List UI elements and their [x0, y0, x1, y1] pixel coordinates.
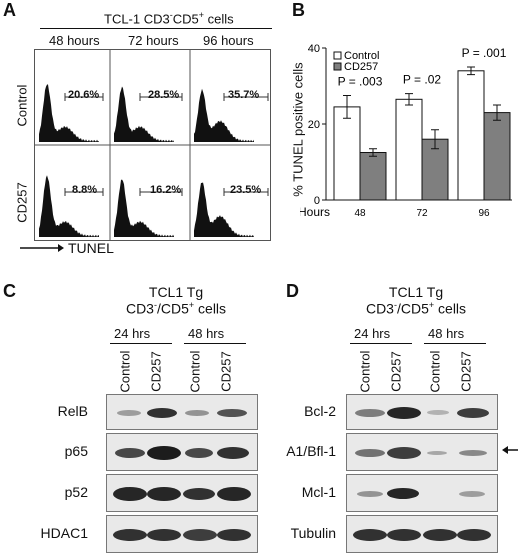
panel-a-title-rule [40, 28, 272, 29]
panel-d-title: TCL1 Tg [388, 284, 444, 300]
flow-histogram [39, 175, 99, 237]
blot-label-mcl1: Mcl-1 [301, 484, 336, 500]
p-value-annotation: P = .02 [403, 73, 441, 87]
panel-d-lane-1: Control [357, 350, 373, 393]
blot-label-hdac1: HDAC1 [40, 525, 88, 541]
error-bar [405, 93, 413, 106]
x-tick-label: 72 [416, 208, 428, 219]
col-label-72: 72 hours [128, 33, 179, 48]
blot-bcl2 [346, 394, 498, 430]
tunel-gate-marker [64, 93, 104, 101]
flow-histograms [35, 50, 271, 240]
panel-d-time-48: 48 hrs [428, 326, 465, 341]
panel-d-lane-4: CD257 [458, 351, 474, 392]
y-tick-label: 0 [314, 195, 320, 207]
blot-label-tubulin: Tubulin [290, 525, 336, 541]
x-axis-label: Hours [300, 205, 330, 219]
panel-d-time-24: 24 hrs [354, 326, 391, 341]
error-bar [369, 148, 377, 157]
legend-label: Control [344, 50, 379, 62]
bar-cd257-48 [359, 152, 387, 201]
p-value-annotation: P = .003 [338, 75, 383, 89]
panel-c-lane-3: Control [187, 350, 203, 393]
panel-c-subtitle: CD3-/CD5+ cells [125, 300, 227, 317]
panel-c-lane-2: CD257 [148, 351, 164, 392]
panel-d-lane-3: Control [427, 350, 443, 393]
panel-d-subtitle: CD3-/CD5+ cells [365, 300, 467, 317]
bar-cd257-72 [421, 138, 449, 201]
legend-label: CD257 [344, 61, 378, 73]
blot-p52 [106, 474, 258, 512]
col-label-48: 48 hours [49, 33, 100, 48]
panel-c-time-24: 24 hrs [114, 326, 151, 341]
blot-tubulin [346, 515, 498, 553]
panel-d-rule-48 [424, 343, 486, 344]
panel-c-label: C [3, 281, 16, 301]
bar-control-96 [457, 70, 485, 201]
percent-cd257-96: 23.5% [230, 184, 262, 196]
panel-c-rule-24 [110, 343, 172, 344]
flow-histogram [194, 182, 254, 237]
panel-c-time-48: 48 hrs [188, 326, 225, 341]
bar-control-72 [395, 98, 423, 201]
x-tick-label: 48 [354, 208, 366, 219]
flow-histogram [114, 179, 174, 237]
panel-a-label: A [3, 0, 16, 20]
tunel-gate-marker [223, 188, 269, 196]
tunel-gate-marker [139, 188, 183, 196]
legend-swatch [333, 51, 342, 60]
blot-p65 [106, 433, 258, 471]
panel-d-label: D [286, 281, 299, 301]
error-bar [493, 104, 501, 121]
panel-c-rule-48 [184, 343, 246, 344]
legend-swatch [333, 62, 342, 71]
tunel-gate-marker [139, 93, 183, 101]
tunel-bar-chart: 0 20 40 48 P = .003 72 P = .02 96 P = .001 Hours C… [300, 43, 512, 219]
blot-hdac1 [106, 515, 258, 553]
blot-label-p65: p65 [64, 443, 88, 459]
blot-label-relb: RelB [57, 403, 88, 419]
tunel-arrow-icon [20, 244, 64, 252]
blot-label-p52: p52 [64, 484, 88, 500]
row-label-control: Control [14, 84, 30, 127]
percent-cd257-72: 16.2% [150, 184, 182, 196]
band-arrow-icon [502, 446, 518, 454]
percent-control-72: 28.5% [148, 89, 180, 101]
flow-histogram [114, 86, 174, 142]
y-tick-label: 20 [308, 119, 320, 131]
x-tick-label: 96 [478, 208, 490, 219]
panel-d-lane-2: CD257 [388, 351, 404, 392]
blot-relb [106, 394, 258, 430]
y-tick-label: 40 [308, 43, 320, 55]
percent-control-48: 20.6% [68, 89, 100, 101]
col-label-96: 96 hours [203, 33, 254, 48]
blot-mcl1 [346, 474, 498, 512]
row-label-cd257: CD257 [14, 182, 30, 223]
panel-c-title: TCL1 Tg [148, 284, 204, 300]
error-bar [467, 66, 475, 76]
panel-c-lane-4: CD257 [218, 351, 234, 392]
tunel-gate-marker [64, 188, 104, 196]
flow-histogram [194, 88, 254, 142]
error-bar [431, 129, 439, 150]
percent-cd257-48: 8.8% [72, 184, 98, 196]
tunel-axis-label: TUNEL [68, 240, 114, 256]
tunel-gate-marker [223, 93, 269, 101]
p-value-annotation: P = .001 [462, 46, 507, 60]
blot-a1-bfl1 [346, 433, 498, 471]
bar-cd257-96 [483, 112, 511, 201]
percent-control-96: 35.7% [228, 89, 260, 101]
panel-b-label: B [292, 0, 305, 20]
error-bar [343, 95, 351, 119]
bar-control-48 [333, 106, 361, 201]
panel-d-rule-24 [350, 343, 412, 344]
blot-label-bcl2: Bcl-2 [304, 403, 336, 419]
flow-histogram [39, 84, 99, 142]
panel-c-lane-1: Control [117, 350, 133, 393]
blot-label-a1-bfl1: A1/Bfl-1 [286, 443, 336, 459]
panel-a-title: TCL-1 CD3-CD5+ cells [104, 10, 234, 27]
